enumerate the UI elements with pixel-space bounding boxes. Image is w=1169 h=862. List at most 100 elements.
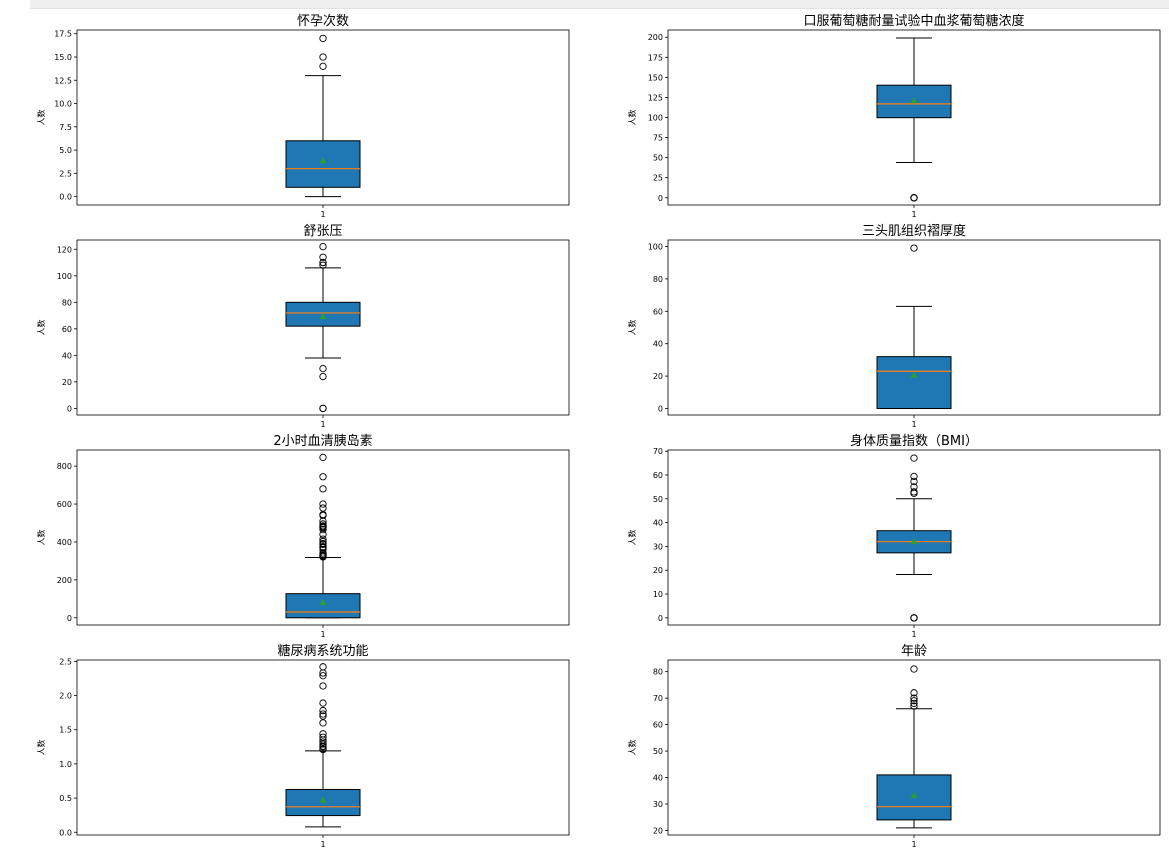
panel-1-ytick-label: 150 (648, 73, 663, 82)
panel-6-ytick-label: 0.5 (59, 794, 72, 803)
panel-1-title: 口服葡萄糖耐量试验中血浆葡萄糖浓度 (803, 13, 1024, 29)
panel-0-mean-marker (319, 157, 327, 164)
panel-1-xtick-label: 1 (911, 210, 916, 219)
panel-4-flier-point (319, 537, 327, 546)
panel-3-ytick-label: 40 (653, 340, 663, 349)
panel-5-ytick-label: 50 (653, 495, 663, 504)
panel-4-flier-point (319, 504, 327, 512)
panel-7-ytick-label: 80 (653, 668, 663, 677)
panel-4-ytick-label: 0 (67, 614, 72, 623)
panel-1-flier-point (910, 194, 918, 202)
panel-4-iqr-box (285, 593, 361, 619)
panel-4-title: 2小时血清胰岛素 (273, 433, 372, 449)
panel-6-ytick-label: 2.5 (59, 657, 72, 666)
panel-2-flier-point (319, 253, 327, 261)
panel-4-flier-point (319, 522, 327, 530)
panel-7-flier-point (910, 694, 918, 702)
panel-5-ytick-label: 30 (653, 542, 663, 551)
panel-2-flier-point (319, 261, 327, 269)
window-top-strip (30, 0, 1169, 9)
panel-0-flier-point (319, 34, 327, 43)
panel-6-ytick-label: 1.5 (59, 726, 72, 735)
panel-3-ytick-label: 100 (648, 242, 663, 251)
panel-5-ytick-label: 60 (653, 471, 663, 480)
panel-0-xtick-label: 1 (320, 210, 325, 219)
panel-4-flier-point (319, 535, 327, 543)
panel-6-mean-marker (319, 796, 327, 803)
panel-4-flier-point (319, 543, 327, 551)
panel-1-ytick-label: 175 (648, 53, 663, 62)
panel-6-flier-point (319, 699, 327, 707)
panel-4-flier-point (319, 485, 327, 493)
panel-4-ytick-label: 400 (57, 538, 72, 547)
panel-5-flier-point (910, 614, 918, 622)
panel-1-ytick-label: 125 (648, 93, 663, 102)
panel-2-flier-point (319, 404, 327, 413)
panel-6-title: 糖尿病系统功能 (277, 643, 368, 659)
panel-3-iqr-box (876, 356, 952, 410)
panel-2-ytick-label: 0 (67, 404, 72, 413)
panel-5-ytick-label: 20 (653, 566, 663, 575)
panel-2-mean-marker (319, 313, 327, 320)
panel-6-ylabel: 人数 (36, 740, 46, 756)
panel-0-flier-point (319, 62, 327, 70)
panel-1-ytick-label: 75 (653, 134, 663, 143)
panel-6-flier-point (319, 663, 327, 671)
panel-3-title: 三头肌组织褶厚度 (862, 223, 966, 239)
panel-6-ytick-label: 0.0 (59, 828, 72, 837)
panel-5-ylabel: 人数 (627, 530, 637, 546)
panel-6-flier-point (319, 672, 327, 680)
panel-4-flier-point (319, 500, 327, 508)
panel-5-ytick-label: 40 (653, 519, 663, 528)
panel-6-flier-point (319, 682, 327, 690)
panel-3-ylabel: 人数 (627, 320, 637, 336)
panel-2-ytick-label: 20 (62, 378, 72, 387)
panel-4-flier-point (319, 453, 327, 462)
panel-0-title: 怀孕次数 (297, 13, 349, 29)
panel-6-flier-point (319, 719, 327, 727)
panel-2-ylabel: 人数 (36, 320, 46, 336)
panel-2-ytick-label: 40 (62, 351, 72, 360)
panel-2-ytick-label: 120 (57, 245, 72, 254)
panel-7-flier-point (910, 699, 918, 708)
panel-5-flier-point (910, 454, 918, 462)
panel-2-ytick-label: 100 (57, 272, 72, 281)
panel-4-ytick-label: 800 (57, 462, 72, 471)
panel-7-ytick-label: 30 (653, 800, 663, 809)
panel-4-xtick-label: 1 (320, 630, 325, 639)
panel-2-ytick-label: 60 (62, 325, 72, 334)
panel-0-ytick-label: 0.0 (59, 193, 72, 202)
panel-2-flier-point (319, 372, 327, 381)
panel-7-ytick-label: 40 (653, 774, 663, 783)
panel-6-flier-point (319, 738, 327, 746)
panel-3-flier-point (910, 244, 918, 252)
panel-1-mean-marker (910, 97, 918, 104)
panel-0-ytick-label: 5.0 (59, 146, 72, 155)
panel-0-ytick-label: 7.5 (59, 123, 72, 132)
panel-0-ytick-label: 17.5 (54, 30, 72, 39)
panel-0-ytick-label: 12.5 (54, 76, 72, 85)
panel-2-ytick-label: 80 (62, 298, 72, 307)
panel-7-mean-marker (910, 792, 918, 799)
panel-7-ylabel: 人数 (627, 740, 637, 756)
panel-0-iqr-box (285, 140, 361, 188)
panel-2-flier-point (319, 258, 327, 267)
panel-4-ytick-label: 200 (57, 576, 72, 585)
panel-4-flier-point (319, 539, 327, 548)
panel-4-flier-point (319, 520, 327, 528)
panel-6-flier-point (319, 730, 327, 738)
panel-2-title: 舒张压 (303, 224, 342, 239)
panel-1-ylabel: 人数 (627, 110, 637, 126)
panel-3-ytick-label: 0 (658, 405, 663, 414)
panel-5-flier-point (910, 483, 918, 491)
panel-4-ylabel: 人数 (36, 530, 46, 546)
panel-5-ytick-label: 0 (658, 614, 663, 623)
panel-0-flier-point (319, 53, 327, 61)
panel-5-mean-marker (910, 538, 918, 545)
panel-5-flier-point (910, 477, 918, 486)
panel-6-flier-point (319, 733, 327, 741)
panel-3-ytick-label: 60 (653, 307, 663, 316)
panel-6-flier-point (319, 706, 327, 715)
panel-6-flier-point (319, 710, 327, 718)
panel-3-xtick-label: 1 (911, 420, 916, 429)
